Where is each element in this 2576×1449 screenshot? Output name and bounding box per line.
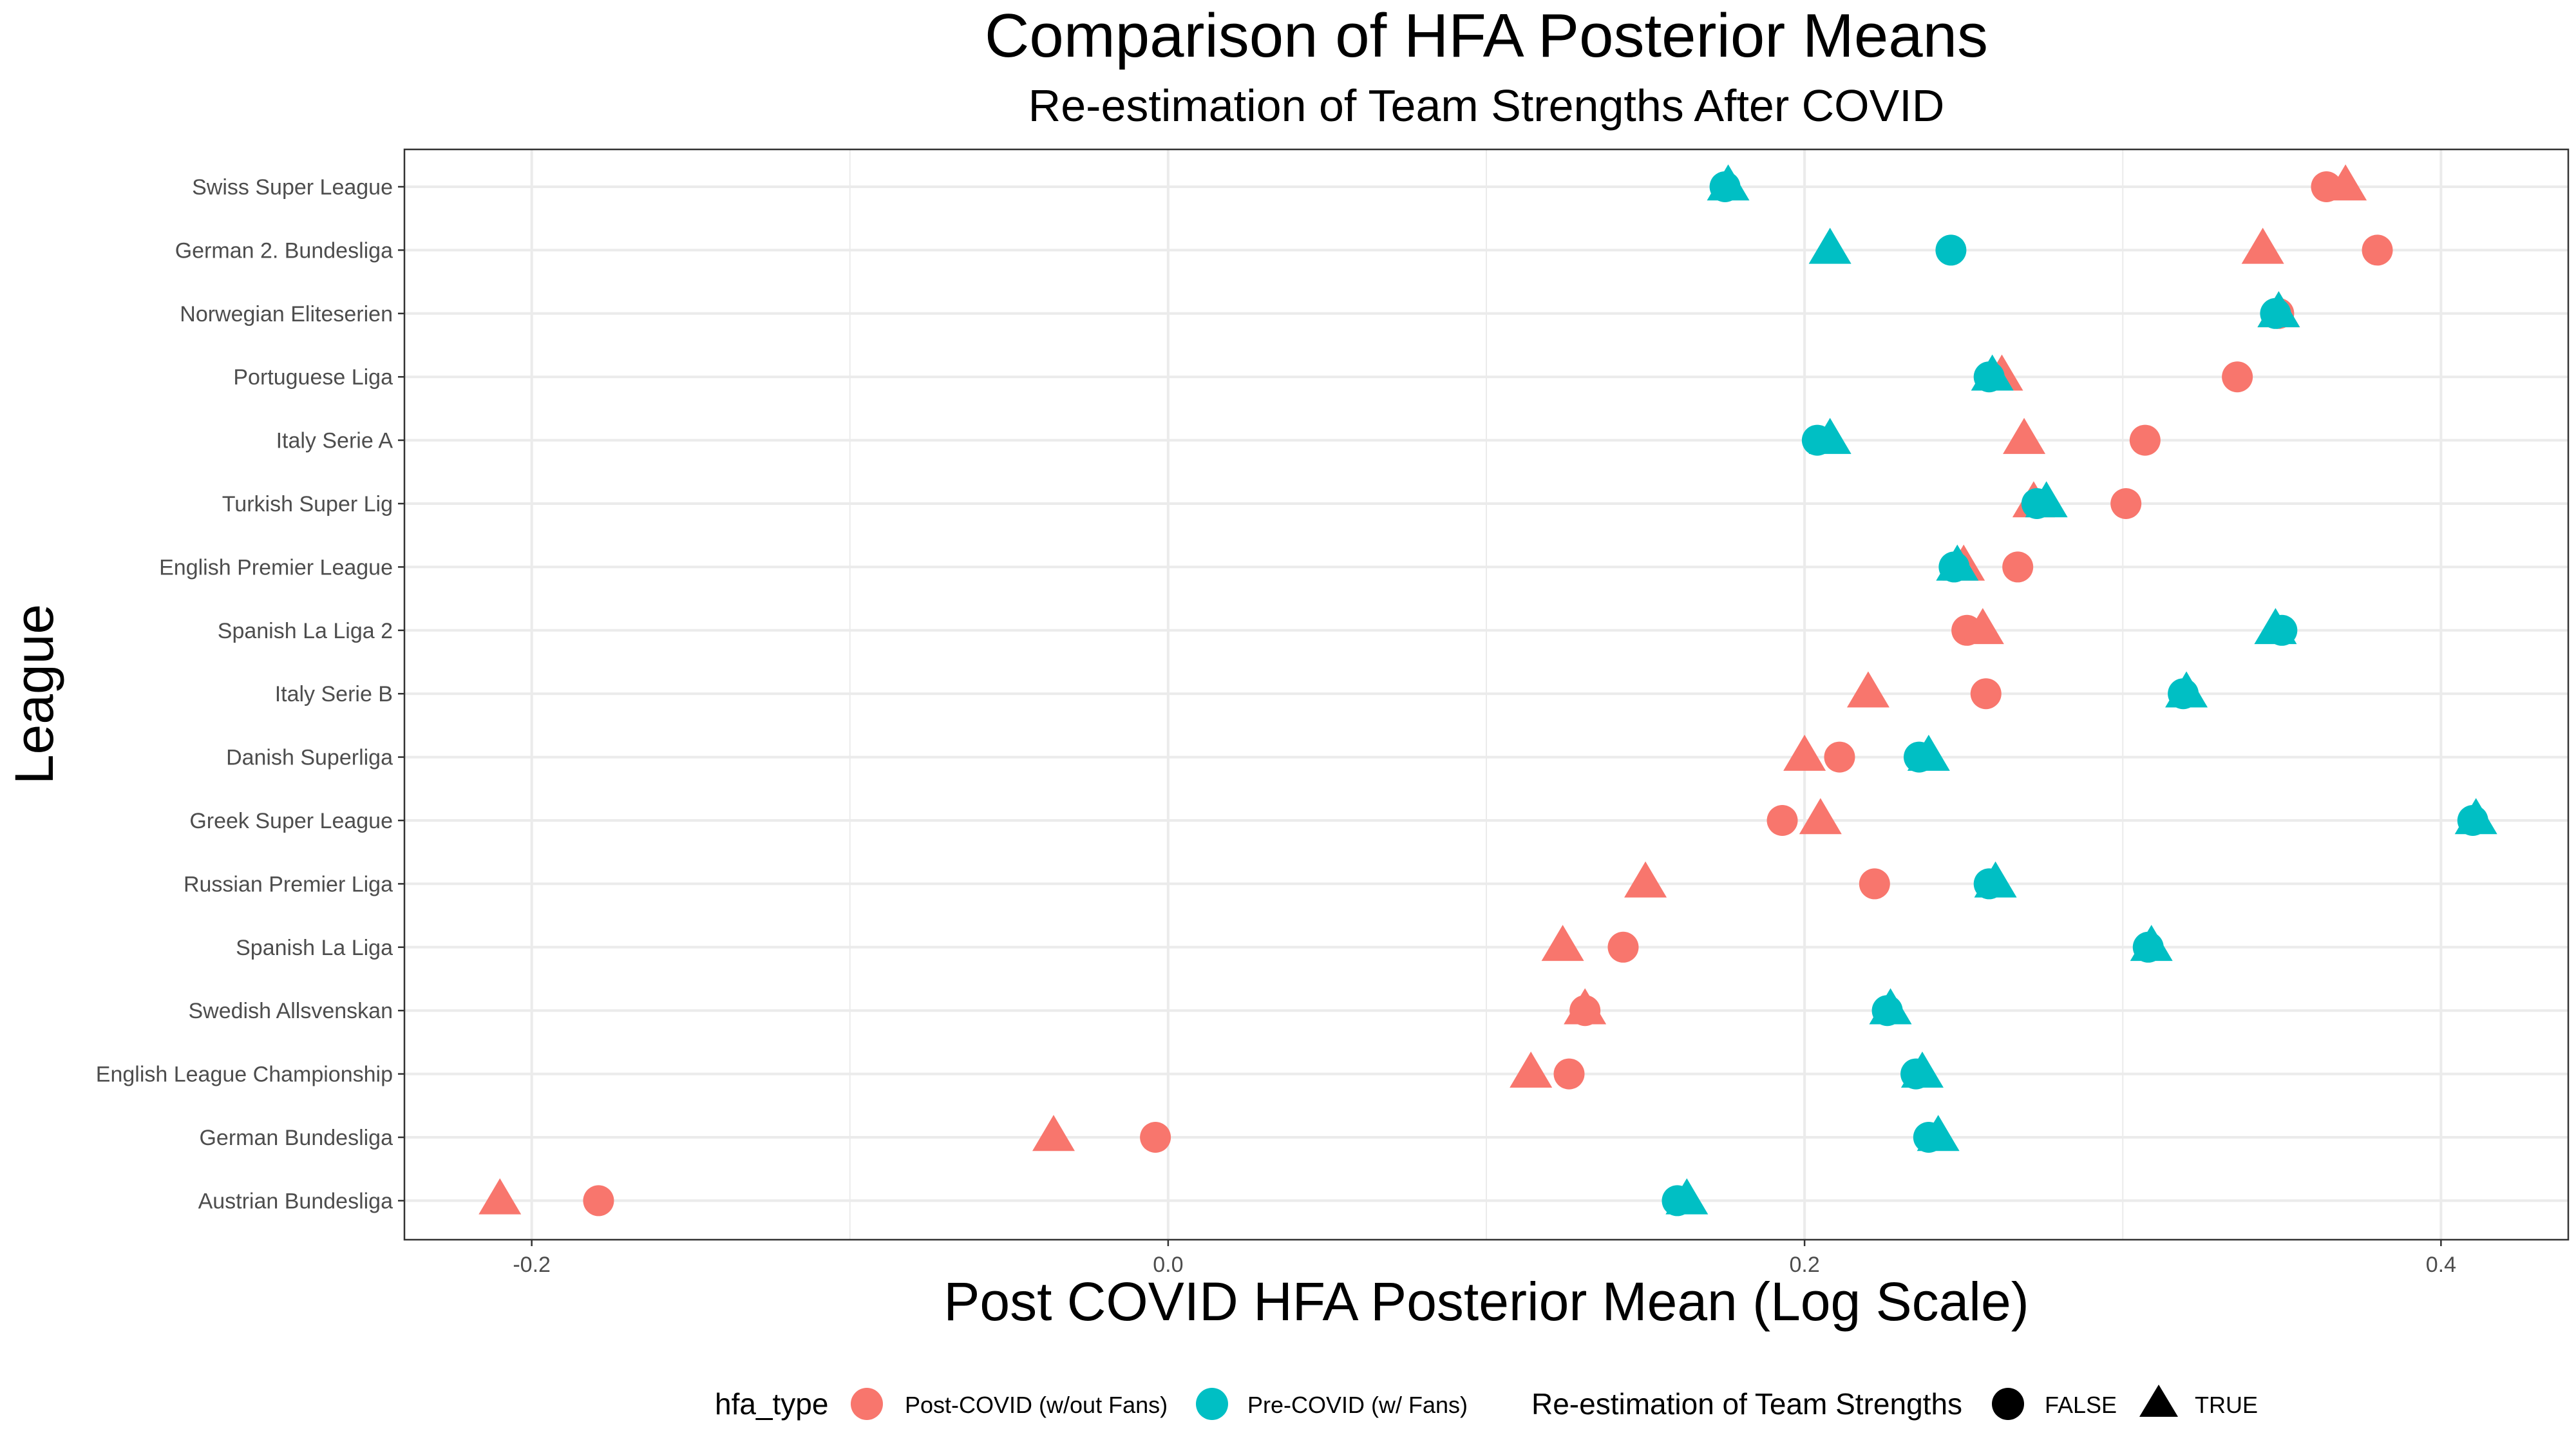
point-pre-true (2257, 291, 2300, 328)
point-pre-true (1917, 1115, 1960, 1151)
y-tick-label: Swiss Super League (192, 175, 393, 200)
legend-label-pre-covid: Pre-COVID (w/ Fans) (1247, 1392, 1468, 1418)
legend-swatch-false (1992, 1388, 2024, 1420)
legend-shape-title: Re-estimation of Team Strengths (1531, 1387, 1962, 1421)
point-post-true (1961, 608, 2004, 645)
legend-swatch-pre-covid (1196, 1388, 1228, 1420)
point-post-false (1607, 931, 1639, 963)
point-pre-true (1808, 227, 1852, 264)
legend-label-false: FALSE (2045, 1392, 2117, 1418)
point-pre-true (1907, 734, 1950, 771)
y-tick-label: English League Championship (96, 1063, 393, 1087)
y-tick-label: Italy Serie A (276, 429, 393, 453)
x-tick-label: -0.2 (513, 1253, 551, 1277)
point-post-false (2110, 488, 2142, 519)
point-post-false (1766, 805, 1798, 836)
point-pre-true (1869, 988, 1912, 1025)
point-pre-true (2025, 481, 2068, 518)
point-pre-false (1935, 234, 1967, 266)
y-tick-label: Portuguese Liga (233, 365, 393, 390)
point-post-false (2222, 361, 2253, 393)
point-post-false (1140, 1122, 1171, 1153)
point-pre-true (1808, 417, 1852, 454)
y-tick-label: Swedish Allsvenskan (188, 999, 393, 1023)
point-post-true (1846, 671, 1889, 708)
point-post-false (1859, 868, 1890, 900)
point-pre-true (1900, 1051, 1944, 1088)
point-post-true (1032, 1115, 1075, 1151)
grid-lines (404, 149, 2568, 1240)
point-pre-true (2454, 798, 2497, 835)
y-axis-label: League (4, 604, 64, 784)
point-pre-true (1707, 164, 1750, 201)
point-pre-true (1665, 1178, 1709, 1215)
point-pre-true (2254, 608, 2297, 645)
point-post-true (1541, 925, 1584, 961)
point-pre-true (1936, 544, 1979, 581)
y-tick-label: Italy Serie B (275, 682, 393, 706)
y-tick-label: Danish Superliga (226, 746, 393, 770)
x-tick-label: 0.4 (2426, 1253, 2456, 1277)
point-post-true (1799, 798, 1842, 835)
y-tick-label: Turkish Super Lig (222, 492, 393, 516)
x-axis-label: Post COVID HFA Posterior Mean (Log Scale… (943, 1271, 2029, 1332)
point-post-true (1624, 861, 1667, 898)
y-tick-label: German Bundesliga (199, 1126, 393, 1150)
point-post-true (2241, 227, 2284, 264)
point-post-false (1553, 1058, 1585, 1090)
y-tick-label: Norwegian Eliteserien (180, 302, 393, 327)
point-post-false (2129, 424, 2161, 456)
point-post-true (1783, 734, 1826, 771)
y-tick-label: Greek Super League (189, 809, 393, 833)
y-tick-label: English Premier League (159, 555, 393, 580)
point-post-true (2324, 164, 2367, 201)
point-post-false (2362, 234, 2393, 266)
y-tick-label: Spanish La Liga 2 (218, 619, 393, 643)
y-tick-label: Austrian Bundesliga (198, 1189, 393, 1213)
point-post-false (1824, 741, 1855, 773)
legend-swatch-true (2139, 1385, 2178, 1417)
chart-subtitle: Re-estimation of Team Strengths After CO… (1028, 80, 1945, 131)
legend-swatch-post-covid (851, 1388, 883, 1420)
data-points (478, 164, 2497, 1217)
point-post-true (2003, 417, 2046, 454)
point-post-true (1510, 1051, 1553, 1088)
point-pre-true (1974, 861, 2017, 898)
point-pre-true (2130, 925, 2173, 961)
x-axis: -0.2 0.0 0.2 0.4 (513, 1240, 2456, 1277)
point-pre-true (1971, 354, 2014, 391)
point-post-true (478, 1178, 522, 1215)
x-tick-label: 0.2 (1789, 1253, 1819, 1277)
point-post-true (1564, 988, 1607, 1025)
point-post-false (2002, 551, 2034, 583)
x-tick-label: 0.0 (1153, 1253, 1183, 1277)
point-post-false (583, 1185, 614, 1217)
legend-label-post-covid: Post-COVID (w/out Fans) (905, 1392, 1168, 1418)
chart-title: Comparison of HFA Posterior Means (985, 1, 1988, 70)
point-pre-true (2165, 671, 2208, 708)
y-tick-label: German 2. Bundesliga (175, 238, 393, 263)
y-axis: Swiss Super League German 2. Bundesliga No… (96, 175, 404, 1213)
point-post-false (1970, 678, 2002, 710)
y-tick-label: Russian Premier Liga (184, 872, 393, 896)
y-tick-label: Spanish La Liga (236, 936, 393, 960)
legend-label-true: TRUE (2195, 1392, 2258, 1418)
legend-color-title: hfa_type (715, 1387, 828, 1421)
legend: hfa_type Post-COVID (w/out Fans) Pre-COV… (715, 1385, 2258, 1421)
plot-panel-border (403, 148, 2570, 1241)
